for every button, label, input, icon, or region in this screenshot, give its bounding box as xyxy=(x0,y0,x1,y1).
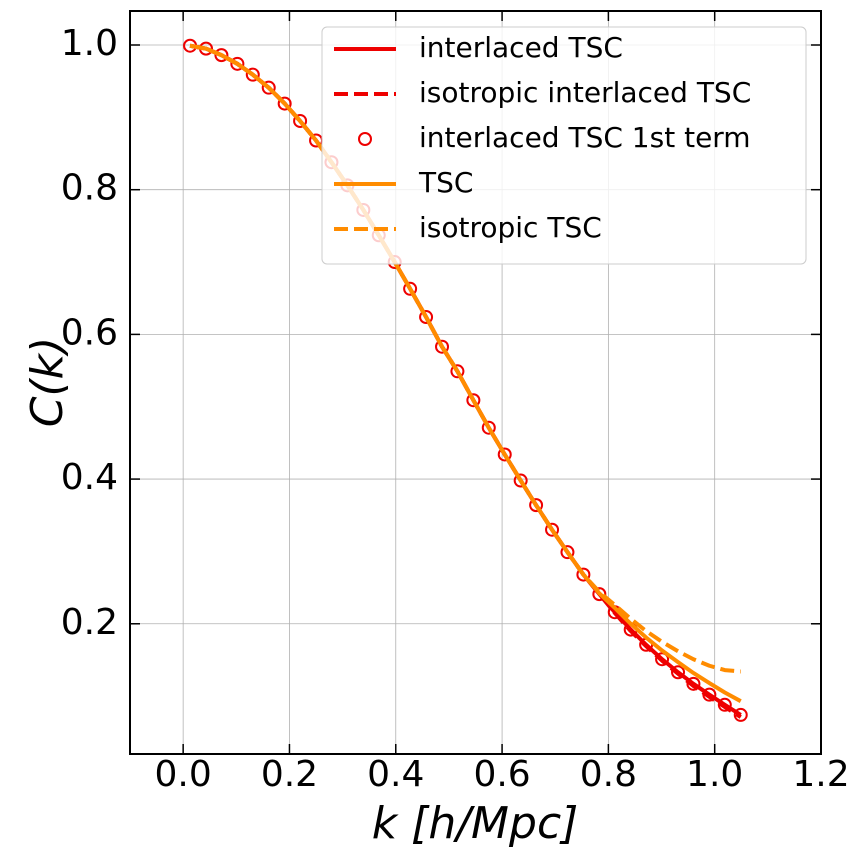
data-point xyxy=(435,339,450,354)
data-point xyxy=(655,652,670,667)
data-point xyxy=(245,67,260,82)
data-point xyxy=(702,687,717,702)
x-tick-label: 0.2 xyxy=(261,754,318,795)
data-point xyxy=(466,393,481,408)
x-tick-label: 1.0 xyxy=(686,754,743,795)
legend-label: interlaced TSC xyxy=(419,31,623,64)
data-point xyxy=(403,281,418,296)
data-point xyxy=(686,676,701,691)
data-point xyxy=(545,522,560,537)
data-point xyxy=(214,48,229,63)
x-tick-label: 0.0 xyxy=(155,754,212,795)
x-tick-label: 1.2 xyxy=(792,754,849,795)
data-point xyxy=(419,310,434,325)
data-point xyxy=(529,498,544,513)
x-tick-label: 0.4 xyxy=(367,754,424,795)
x-axis-label: k [h/Mpc] xyxy=(372,798,579,849)
data-point xyxy=(293,113,308,128)
data-point xyxy=(230,56,245,71)
legend-label: TSC xyxy=(418,166,473,199)
data-point xyxy=(592,587,607,602)
data-point xyxy=(671,665,686,680)
y-tick-label: 1.0 xyxy=(61,23,118,64)
data-point xyxy=(717,697,732,712)
y-tick-label: 0.2 xyxy=(61,602,118,643)
legend-label: isotropic TSC xyxy=(419,211,602,244)
data-point xyxy=(497,447,512,462)
data-point xyxy=(261,80,276,95)
legend-marker xyxy=(358,132,372,146)
y-tick-label: 0.6 xyxy=(61,312,118,353)
line xyxy=(189,43,741,674)
data-point xyxy=(576,567,591,582)
y-axis-label: C(k) xyxy=(22,337,73,428)
data-point xyxy=(450,364,465,379)
data-point xyxy=(481,420,496,435)
y-tick-label: 0.4 xyxy=(61,457,118,498)
data-point xyxy=(560,545,575,560)
legend-box xyxy=(321,26,807,265)
data-point xyxy=(513,473,528,488)
x-tick-label: 0.6 xyxy=(473,754,530,795)
x-tick-label: 0.8 xyxy=(580,754,637,795)
axes-frame xyxy=(129,10,822,755)
legend-label: isotropic interlaced TSC xyxy=(419,76,751,109)
y-tick-label: 0.8 xyxy=(61,168,118,209)
legend-label: interlaced TSC 1st term xyxy=(419,121,751,154)
data-point xyxy=(277,96,292,111)
data-point xyxy=(733,707,748,722)
